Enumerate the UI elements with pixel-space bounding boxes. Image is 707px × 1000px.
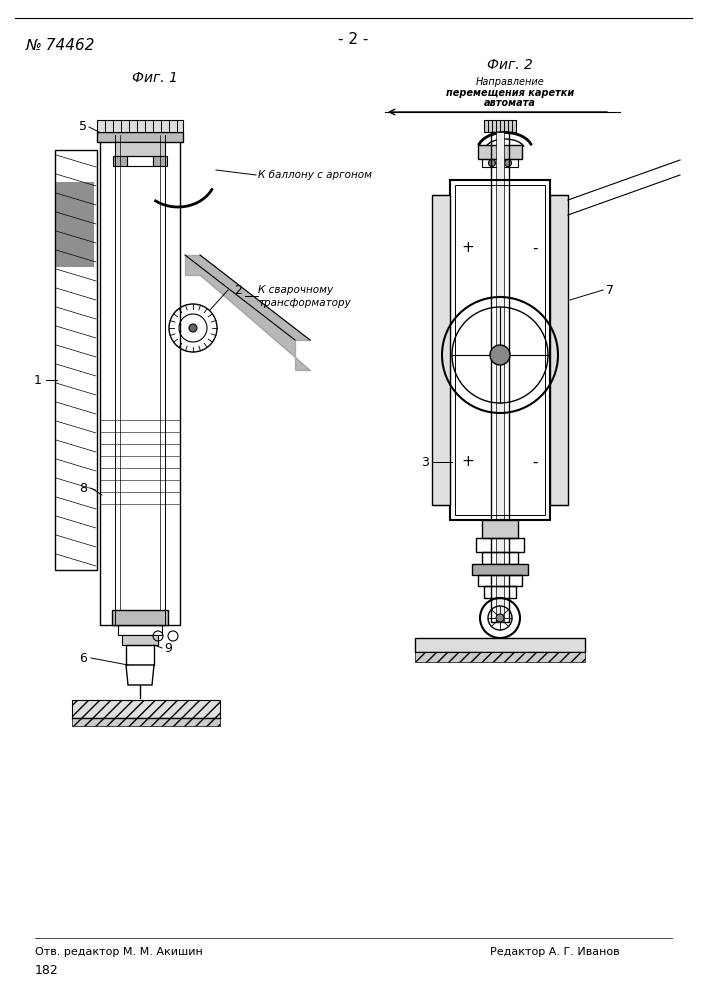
Bar xyxy=(491,132,509,622)
Text: 7: 7 xyxy=(606,284,614,296)
Text: 8: 8 xyxy=(79,482,87,494)
Text: Отв. редактор М. М. Акишин: Отв. редактор М. М. Акишин xyxy=(35,947,203,957)
Bar xyxy=(415,652,585,662)
Text: 182: 182 xyxy=(35,964,59,976)
Text: 6: 6 xyxy=(79,652,87,664)
Text: Фиг. 2: Фиг. 2 xyxy=(487,58,533,72)
Text: перемещения каретки: перемещения каретки xyxy=(446,88,574,98)
Bar xyxy=(482,159,518,167)
Bar xyxy=(97,132,183,142)
Text: Фиг. 1: Фиг. 1 xyxy=(132,71,178,85)
Text: +: + xyxy=(462,454,474,470)
Text: К сварочному: К сварочному xyxy=(258,285,333,295)
Bar xyxy=(72,700,220,718)
Text: № 74462: № 74462 xyxy=(25,37,95,52)
Text: 5: 5 xyxy=(79,120,87,133)
Bar xyxy=(478,145,522,159)
Bar xyxy=(112,610,168,625)
Text: К баллону с аргоном: К баллону с аргоном xyxy=(258,170,372,180)
Bar xyxy=(122,635,158,645)
Bar xyxy=(482,520,518,538)
Bar xyxy=(100,135,180,625)
Bar xyxy=(118,625,162,635)
Circle shape xyxy=(496,614,504,622)
Bar xyxy=(432,195,450,505)
Text: Редактор А. Г. Иванов: Редактор А. Г. Иванов xyxy=(490,947,619,957)
Text: 1: 1 xyxy=(34,373,42,386)
Text: трансформатору: трансформатору xyxy=(258,298,351,308)
Bar xyxy=(496,132,504,622)
Bar xyxy=(484,586,516,598)
Bar xyxy=(56,182,94,267)
Bar xyxy=(478,575,522,586)
Bar xyxy=(472,564,528,575)
Circle shape xyxy=(189,324,197,332)
Bar xyxy=(455,185,545,515)
Bar xyxy=(55,150,97,570)
Text: автомата: автомата xyxy=(484,98,536,108)
Text: 9: 9 xyxy=(164,642,172,654)
Bar xyxy=(115,142,165,156)
Bar xyxy=(126,645,154,665)
Bar xyxy=(476,538,524,552)
Circle shape xyxy=(490,345,510,365)
Text: -: - xyxy=(532,240,538,255)
Text: +: + xyxy=(462,240,474,255)
Bar xyxy=(153,156,167,166)
Bar xyxy=(550,195,568,505)
Polygon shape xyxy=(126,665,154,685)
Bar xyxy=(450,180,550,520)
Text: 2: 2 xyxy=(234,284,242,296)
Text: - 2 -: - 2 - xyxy=(338,32,368,47)
Bar xyxy=(72,718,220,726)
Circle shape xyxy=(489,159,496,166)
Bar xyxy=(482,552,518,564)
Bar xyxy=(127,156,153,166)
Circle shape xyxy=(505,159,511,166)
Bar xyxy=(415,638,585,652)
Bar xyxy=(484,120,516,132)
Text: Направление: Направление xyxy=(476,77,544,87)
Text: -: - xyxy=(532,454,538,470)
Bar xyxy=(97,120,183,132)
Bar xyxy=(113,156,127,166)
Text: 3: 3 xyxy=(421,456,429,468)
